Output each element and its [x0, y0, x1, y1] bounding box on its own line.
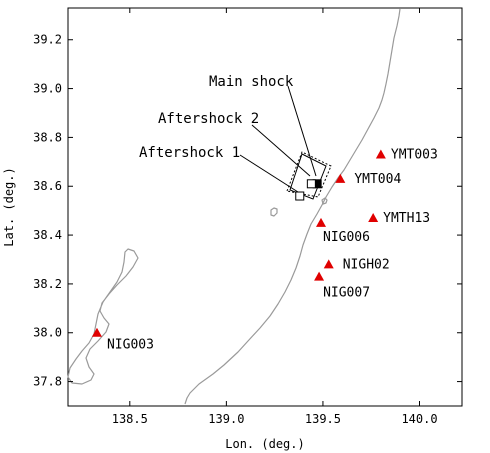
station-label: NIG003	[107, 338, 154, 353]
x-axis-title: Lon. (deg.)	[225, 437, 304, 451]
annotation-arrows	[239, 85, 317, 193]
station-triangle	[368, 212, 379, 222]
x-axis-ticks: 138.5 139.0 139.5 140.0	[112, 8, 438, 426]
y-tick-label: 38.8	[33, 130, 62, 144]
y-tick-label: 39.0	[33, 82, 62, 96]
y-tick-label: 38.0	[33, 326, 62, 340]
aftershock-1-label: Aftershock 1	[139, 145, 240, 161]
x-tick-label: 138.5	[112, 412, 148, 426]
station-markers: YMT003 YMT004 YMTH13 NIG006 NIGH02 NIG007 NIG0…	[91, 148, 438, 353]
station-label: NIG006	[323, 230, 370, 245]
station-label: NIG007	[323, 286, 370, 301]
station-label: NIGH02	[343, 257, 390, 272]
x-tick-label: 139.0	[208, 412, 244, 426]
station-label: YMT004	[354, 172, 401, 187]
aftershock-marker	[306, 179, 316, 189]
y-tick-label: 39.2	[33, 33, 62, 47]
plot-frame	[67, 7, 463, 407]
station-label: YMT003	[391, 148, 438, 163]
y-tick-label: 38.2	[33, 277, 62, 291]
station-triangle	[91, 327, 102, 337]
station-triangle	[316, 217, 327, 227]
fault-plane-dashed	[286, 151, 332, 198]
y-axis-ticks: 37.8 38.0 38.2 38.4 38.6 38.8 39.0 39.2	[33, 33, 462, 389]
x-tick-label: 139.5	[305, 412, 341, 426]
aftershock-1-pointer	[239, 154, 299, 193]
aftershock-2-label: Aftershock 2	[158, 111, 259, 127]
y-tick-label: 38.4	[33, 228, 62, 242]
aftershock-2-pointer	[251, 124, 311, 177]
y-tick-label: 38.6	[33, 179, 62, 193]
y-tick-label: 37.8	[33, 375, 62, 389]
station-triangle	[335, 173, 346, 183]
main-shock-label: Main shock	[209, 74, 294, 90]
y-axis-title: Lat. (deg.)	[2, 167, 16, 246]
station-triangle	[314, 271, 325, 281]
station-triangle	[375, 149, 386, 159]
x-tick-label: 140.0	[401, 412, 437, 426]
event-markers	[295, 179, 322, 201]
coastline	[67, 8, 401, 405]
station-label: YMTH13	[383, 211, 430, 226]
station-triangle	[323, 259, 334, 269]
main-shock-pointer	[287, 85, 317, 177]
aftershock-marker	[295, 191, 305, 201]
